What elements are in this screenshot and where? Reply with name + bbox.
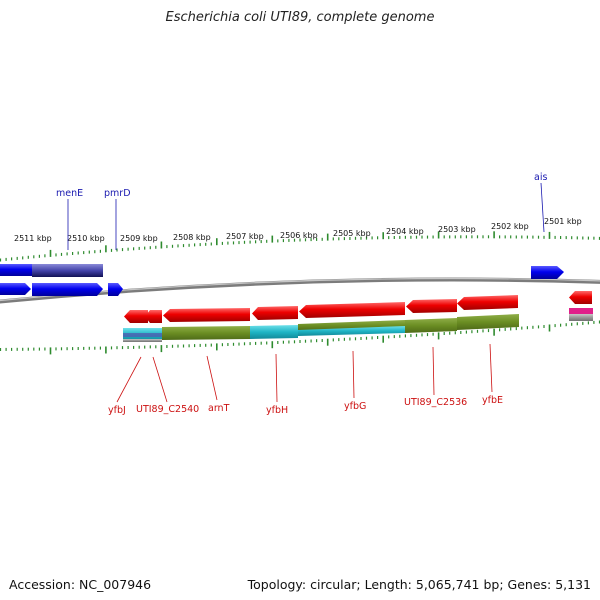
gene-arrow-yfbJ[interactable]	[124, 310, 148, 323]
feature-band-olive	[162, 326, 250, 340]
gene-label-yfbJ[interactable]: yfbJ	[108, 405, 126, 416]
gene-label-ais[interactable]: ais	[534, 172, 547, 183]
ruler-labels: 2511 kbp 2510 kbp 2509 kbp 2508 kbp 2507…	[14, 217, 582, 243]
gene-label-yfbH[interactable]: yfbH	[266, 405, 288, 416]
gene-label-UTI89_C2540[interactable]: UTI89_C2540	[136, 404, 199, 415]
gene-arrow-ais[interactable]	[531, 266, 564, 279]
ruler-label-2505: 2505 kbp	[333, 229, 371, 238]
feature-band-cyan	[250, 325, 298, 339]
gene-arrow-reverse[interactable]	[0, 283, 31, 295]
top-gene-labels: menE pmrD ais	[56, 172, 547, 199]
gene-arrow-yfbE[interactable]	[457, 295, 518, 310]
outer-tick-ruler	[0, 231, 600, 262]
ruler-label-2503: 2503 kbp	[438, 225, 476, 234]
feature-band-grey	[569, 314, 593, 321]
map-title: Escherichia coli UTI89, complete genome	[165, 10, 435, 25]
leader-yfbJ	[116, 356, 142, 403]
gene-arrow-UTI89_C2540[interactable]	[145, 310, 162, 323]
ruler-label-2511: 2511 kbp	[14, 234, 52, 243]
feature-band-cyan	[298, 326, 405, 336]
leader-yfbG	[352, 350, 355, 399]
ruler-label-2507: 2507 kbp	[226, 232, 264, 241]
gene-arrow-yfbG[interactable]	[299, 302, 405, 318]
leader-yfbH	[275, 353, 278, 403]
inner-tick-ruler	[0, 320, 600, 355]
gene-label-pmrD[interactable]: pmrD	[104, 188, 131, 199]
leader-arnT	[206, 355, 218, 401]
gene-label-UTI89_C2536[interactable]: UTI89_C2536	[404, 397, 467, 408]
reverse-strand-genes	[0, 264, 564, 296]
feature-band-olive	[457, 314, 519, 330]
gene-label-yfbE[interactable]: yfbE	[482, 395, 503, 406]
feature-annotation-track	[123, 308, 593, 342]
ruler-label-2502: 2502 kbp	[491, 222, 529, 231]
feature-band-navy	[123, 333, 162, 337]
ruler-label-2501: 2501 kbp	[544, 217, 582, 226]
ruler-label-2508: 2508 kbp	[173, 233, 211, 242]
leader-yfbE	[489, 343, 493, 393]
ruler-label-2504: 2504 kbp	[386, 227, 424, 236]
genome-summary-text: Topology: circular; Length: 5,065,741 bp…	[247, 577, 591, 592]
gene-arrow-yfbH[interactable]	[252, 306, 298, 320]
bottom-gene-labels: yfbJ UTI89_C2540 arnT yfbH yfbG UTI89_C2…	[108, 395, 503, 416]
feature-band-olive	[298, 320, 405, 331]
feature-band-olive	[405, 318, 457, 333]
label-leaders	[67, 182, 545, 403]
gene-arrow-pmrD[interactable]	[108, 283, 123, 296]
gene-label-arnT[interactable]: arnT	[208, 403, 230, 414]
gene-arrow-reverse[interactable]	[32, 283, 103, 296]
gene-arrow-UTI89_C2536[interactable]	[406, 299, 457, 313]
feature-band-grey	[123, 339, 162, 342]
gene-arrow-reverse[interactable]	[0, 264, 32, 276]
gene-arrow-menE[interactable]	[32, 264, 103, 277]
ruler-label-2506: 2506 kbp	[280, 231, 318, 240]
gene-label-yfbG[interactable]: yfbG	[344, 401, 366, 412]
leader-UTI89_C2536	[432, 346, 435, 396]
gene-arrow-forward-edge[interactable]	[569, 291, 592, 304]
ruler-label-2510: 2510 kbp	[67, 234, 105, 243]
accession-text: Accession: NC_007946	[9, 577, 152, 592]
forward-strand-genes	[124, 291, 592, 323]
gene-label-menE[interactable]: menE	[56, 188, 83, 199]
leader-ais	[540, 182, 545, 233]
ruler-label-2509: 2509 kbp	[120, 234, 158, 243]
gene-arrow-arnT[interactable]	[163, 308, 250, 322]
feature-band-pink	[569, 308, 593, 314]
leader-UTI89_C2540	[152, 356, 168, 403]
